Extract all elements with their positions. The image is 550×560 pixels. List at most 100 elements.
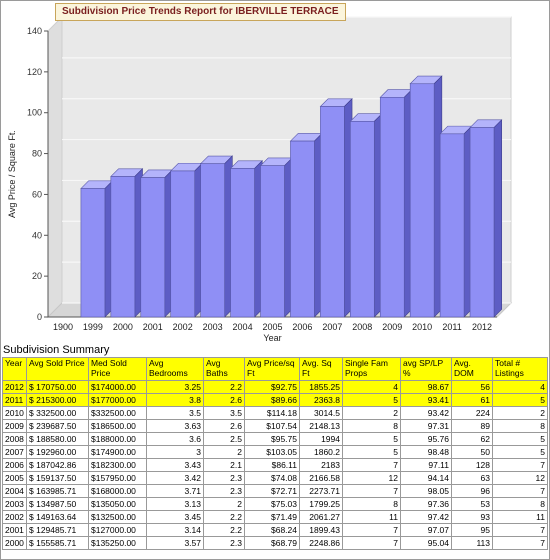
table-cell: $ 170750.00 [26,380,89,394]
table-cell: 2.2 [203,380,245,394]
y-tick-label: 100 [27,108,42,118]
table-cell: 98.05 [400,484,452,498]
table-cell: 8 [342,419,401,433]
bar [379,97,405,318]
table-cell: $135250.00 [88,536,147,550]
table-cell: 2248.86 [299,536,343,550]
table-cell: 2166.58 [299,471,343,485]
table-cell: $68.79 [244,536,300,550]
table-cell: $ 215300.00 [26,393,89,407]
table-cell: 12 [342,471,401,485]
bar [230,168,255,318]
table-row: 2008 $ 188580.00 $188000.00 3.6 2.5 $95.75 199… [2,432,548,446]
table-cell: 5 [492,445,548,459]
table-cell: 3.6 [146,432,204,446]
x-tick-label: 1900 [53,322,73,332]
table-row: 2007 $ 192960.00 $174900.00 3 2 $103.05 1860.2… [2,445,548,459]
summary-heading: Subdivision Summary [3,344,110,356]
table-cell: $ 188580.00 [26,432,89,446]
table-cell: 97.07 [400,523,452,537]
table-row: 2003 $ 134987.50 $135050.00 3.13 2 $75.03 1799… [2,497,548,511]
table-cell: 95 [451,523,493,537]
table-cell: 7 [342,523,401,537]
summary-body: 2012 $ 170750.00 $174000.00 3.25 2.2 $92.75 18… [2,380,548,550]
table-cell: 5 [492,432,548,446]
table-cell: 3.57 [146,536,204,550]
table-cell: $103.05 [244,445,300,459]
x-tick-label: 2011 [442,322,461,332]
table-row: 2006 $ 187042.86 $182300.00 3.43 2.1 $86.11 21… [2,458,548,472]
table-cell: 3 [146,445,204,459]
table-cell: 2273.71 [299,484,343,498]
table-cell: 128 [451,458,493,472]
table-cell: $ 192960.00 [26,445,89,459]
table-cell: 93.41 [400,393,452,407]
table-cell: $ 163985.71 [26,484,89,498]
table-cell: $ 159137.50 [26,471,89,485]
table-cell: 62 [451,432,493,446]
table-row: 2004 $ 163985.71 $168000.00 3.71 2.3 $72.71 22… [2,484,548,498]
table-cell: 2000 [2,536,27,550]
summary-table: Year Avg Sold Price Med Sold Price Avg Bedr… [2,357,548,550]
table-cell: 2.3 [203,471,245,485]
table-cell: 5 [342,432,401,446]
table-cell: 3.5 [146,406,204,420]
report-title: Subdivision Price Trends Report for IBER… [55,3,346,21]
table-cell: 2.6 [203,393,245,407]
table-cell: $168000.00 [88,484,147,498]
table-cell: 95.76 [400,432,452,446]
table-cell: 93.42 [400,406,452,420]
table-cell: 2004 [2,484,27,498]
table-cell: 53 [451,497,493,511]
table-cell: 95.04 [400,536,452,550]
x-axis-title: Year [263,333,281,343]
table-cell: 7 [492,484,548,498]
bar [200,163,225,318]
table-cell: 7 [492,536,548,550]
table-cell: 3.71 [146,484,204,498]
bar [80,188,106,318]
table-cell: 7 [342,536,401,550]
column-header: Avg. DOM [451,357,493,381]
summary-header-row: Year Avg Sold Price Med Sold Price Avg Bedr… [2,357,548,381]
column-header: avg SP/LP % [400,357,452,381]
bar [170,170,195,318]
table-cell: 50 [451,445,493,459]
table-cell: 2005 [2,471,27,485]
x-tick-label: 1999 [83,322,103,332]
table-cell: 2183 [299,458,343,472]
x-tick-label: 2004 [233,322,253,332]
table-cell: 2363.8 [299,393,343,407]
x-tick-label: 2008 [352,322,372,332]
bar [409,83,435,318]
table-cell: $107.54 [244,419,300,433]
x-tick-label: 2007 [322,322,342,332]
table-cell: 7 [342,458,401,472]
plot-side-wall [47,15,63,319]
table-row: 2012 $ 170750.00 $174000.00 3.25 2.2 $92.75 18… [2,380,548,394]
table-cell: 97.36 [400,497,452,511]
table-cell: 3.14 [146,523,204,537]
y-tick-label: 40 [32,230,42,240]
bar [260,165,285,318]
y-axis-title: Avg Price / Square Ft. [7,130,17,218]
table-cell: 3.63 [146,419,204,433]
table-cell: 2 [203,497,245,511]
table-cell: $ 134987.50 [26,497,89,511]
table-cell: 11 [342,510,401,524]
table-cell: 2.3 [203,536,245,550]
table-cell: 3.43 [146,458,204,472]
bar [350,121,375,318]
table-cell: 2002 [2,510,27,524]
table-cell: 2 [492,406,548,420]
table-cell: 2.3 [203,484,245,498]
column-header: Total # Listings [492,357,548,381]
table-cell: 3.25 [146,380,204,394]
table-cell: $68.24 [244,523,300,537]
column-header: Med Sold Price [88,357,147,381]
table-cell: 2012 [2,380,27,394]
table-cell: $127000.00 [88,523,147,537]
bar-side [493,119,503,318]
bar [469,127,495,318]
table-cell: $135050.00 [88,497,147,511]
